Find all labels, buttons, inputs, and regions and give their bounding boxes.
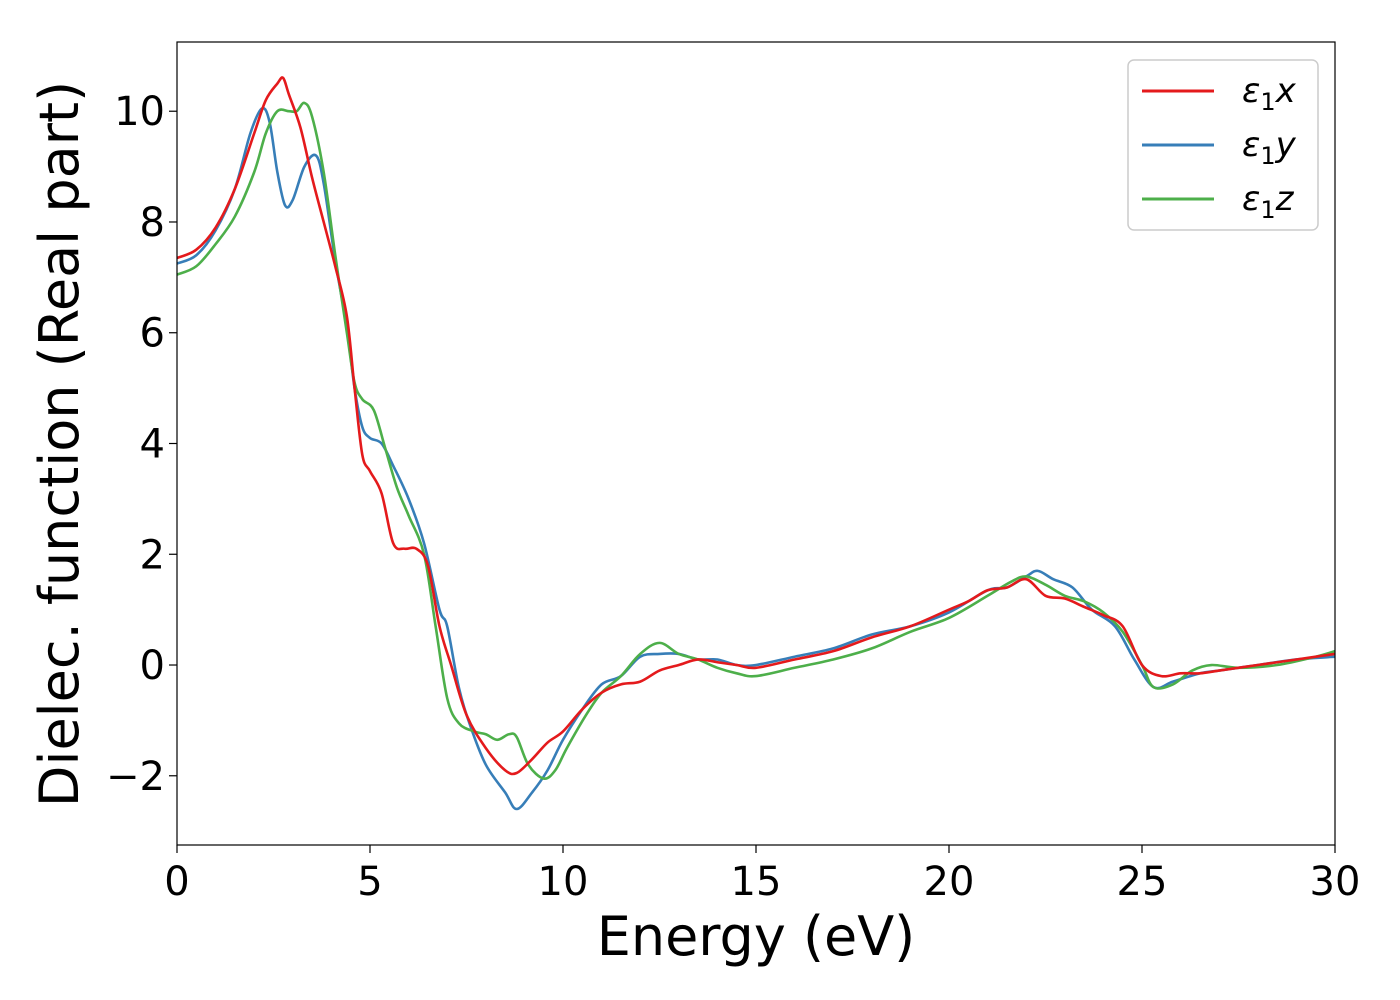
x-axis-title: Energy (eV) <box>597 905 916 968</box>
x-tick-label: 0 <box>164 859 189 905</box>
legend-variable: y <box>1275 125 1297 165</box>
series-line-x <box>177 76 1335 776</box>
y-tick-label: 4 <box>140 422 165 468</box>
legend-symbol: ε <box>1242 125 1260 165</box>
y-tick-label: 8 <box>140 200 165 246</box>
legend-label-y: ε1y <box>1242 125 1297 170</box>
legend-variable: x <box>1275 71 1297 111</box>
y-tick-label: 10 <box>114 89 165 135</box>
y-tick-label: −2 <box>106 754 165 800</box>
y-tick-label: 2 <box>140 532 165 578</box>
y-axis-title: Dielec. function (Real part) <box>28 81 91 807</box>
x-tick-label: 20 <box>924 859 975 905</box>
legend-symbol: ε <box>1242 71 1260 111</box>
legend-label-z: ε1z <box>1242 179 1295 224</box>
x-tick-label: 5 <box>357 859 382 905</box>
legend-variable: z <box>1275 179 1295 219</box>
x-tick-label: 10 <box>538 859 589 905</box>
x-tick-label: 25 <box>1117 859 1168 905</box>
legend-subscript: 1 <box>1260 196 1275 224</box>
legend-subscript: 1 <box>1260 142 1275 170</box>
ticks-layer: 0 5 10 15 20 25 30 −2 0 2 4 6 8 10 <box>106 89 1360 905</box>
y-tick-label: 6 <box>140 311 165 357</box>
x-tick-label: 30 <box>1310 859 1361 905</box>
series-line-z <box>177 101 1335 780</box>
x-tick-label: 15 <box>731 859 782 905</box>
y-tick-label: 0 <box>140 643 165 689</box>
legend-box <box>1127 59 1319 231</box>
legend-subscript: 1 <box>1260 88 1275 116</box>
series-layer <box>177 76 1335 811</box>
legend-symbol: ε <box>1242 179 1260 219</box>
legend-label-x: ε1x <box>1242 71 1297 116</box>
